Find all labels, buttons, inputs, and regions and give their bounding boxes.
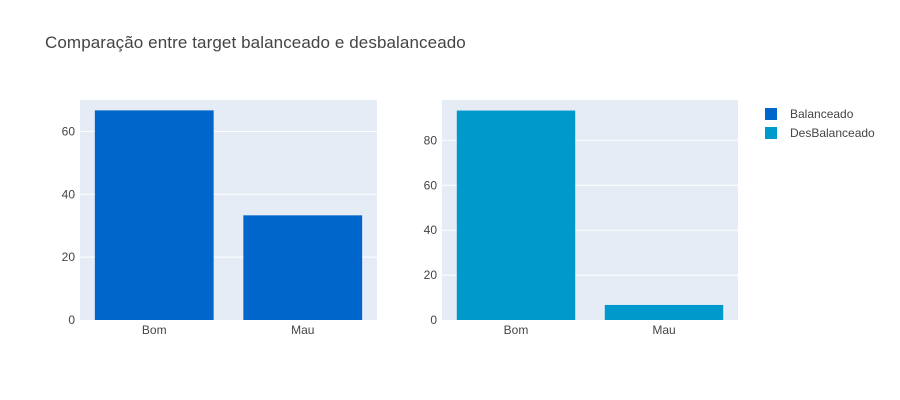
x-tick-label: Bom bbox=[504, 323, 529, 337]
legend-label: Balanceado bbox=[790, 107, 854, 121]
legend-item[interactable]: Balanceado bbox=[765, 107, 854, 121]
y-tick-label: 60 bbox=[424, 178, 438, 192]
bar-mau[interactable] bbox=[243, 215, 363, 320]
subplot-1: 0 20 40 60 Bom Mau bbox=[62, 100, 377, 337]
legend-item[interactable]: DesBalanceado bbox=[765, 126, 875, 140]
bar-mau[interactable] bbox=[604, 304, 724, 320]
legend-label: DesBalanceado bbox=[790, 126, 875, 140]
y-tick-label: 40 bbox=[424, 223, 438, 237]
y-tick-label: 0 bbox=[430, 313, 437, 327]
legend-swatch bbox=[765, 127, 777, 139]
legend-swatch bbox=[765, 108, 777, 120]
y-tick-label: 40 bbox=[62, 187, 76, 201]
y-tick-label: 0 bbox=[68, 313, 75, 327]
bar-bom[interactable] bbox=[456, 110, 576, 320]
chart-title: Comparação entre target balanceado e des… bbox=[45, 33, 466, 52]
x-tick-label: Mau bbox=[291, 323, 314, 337]
legend[interactable]: Balanceado DesBalanceado bbox=[765, 107, 875, 140]
subplot-2: 0 20 40 60 80 Bom Mau bbox=[424, 100, 738, 337]
y-tick-label: 20 bbox=[424, 268, 438, 282]
bar-bom[interactable] bbox=[94, 110, 214, 320]
y-tick-label: 80 bbox=[424, 133, 438, 147]
x-tick-label: Mau bbox=[652, 323, 675, 337]
x-tick-label: Bom bbox=[142, 323, 167, 337]
y-tick-label: 20 bbox=[62, 250, 76, 264]
y-tick-label: 60 bbox=[62, 124, 76, 138]
